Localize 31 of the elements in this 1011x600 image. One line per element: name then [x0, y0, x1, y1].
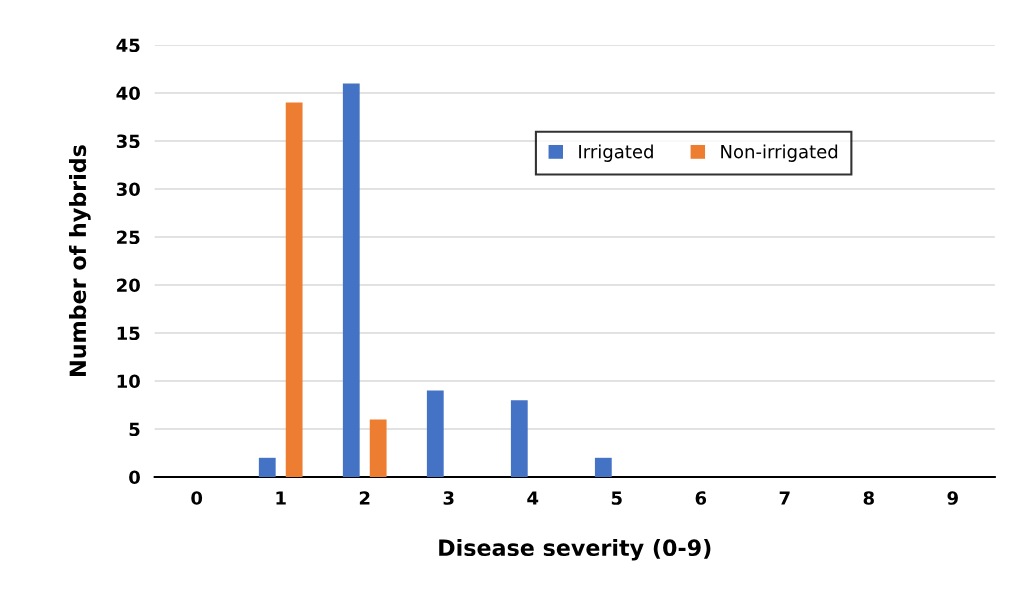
x-tick-label: 5 — [611, 491, 622, 505]
y-tick-label: 5 — [129, 422, 140, 437]
legend-label: Non-irrigated — [721, 144, 838, 162]
x-tick-label: 1 — [276, 491, 286, 505]
bar — [426, 390, 444, 477]
y-tick-label: 30 — [116, 182, 140, 197]
y-tick-label: 40 — [116, 86, 140, 101]
x-axis-title: Disease severity (0-9) — [439, 538, 711, 561]
y-axis-title: Number of hybrids — [68, 145, 91, 376]
bar — [510, 400, 528, 477]
x-tick-label: 6 — [695, 491, 707, 505]
x-tick-label: 8 — [863, 491, 874, 505]
y-tick-label: 10 — [117, 374, 140, 389]
y-tick-label: 20 — [117, 278, 140, 293]
y-tick-label: 35 — [116, 134, 140, 149]
bar — [594, 457, 612, 477]
legend-label: Irrigated — [579, 144, 653, 162]
x-tick-label: 3 — [443, 491, 454, 505]
bar — [369, 419, 387, 477]
bar — [258, 457, 276, 477]
y-tick-label: 0 — [129, 470, 140, 485]
y-tick-label: 45 — [116, 38, 140, 53]
x-tick-label: 4 — [527, 491, 539, 505]
x-tick-label: 9 — [947, 491, 958, 505]
x-tick-label: 2 — [359, 491, 370, 505]
y-tick-label: 15 — [117, 326, 140, 341]
y-tick-label: 25 — [117, 230, 140, 245]
x-tick-label: 0 — [191, 491, 203, 505]
bar — [285, 102, 303, 477]
x-tick-label: 7 — [779, 491, 790, 505]
bar — [342, 83, 360, 477]
